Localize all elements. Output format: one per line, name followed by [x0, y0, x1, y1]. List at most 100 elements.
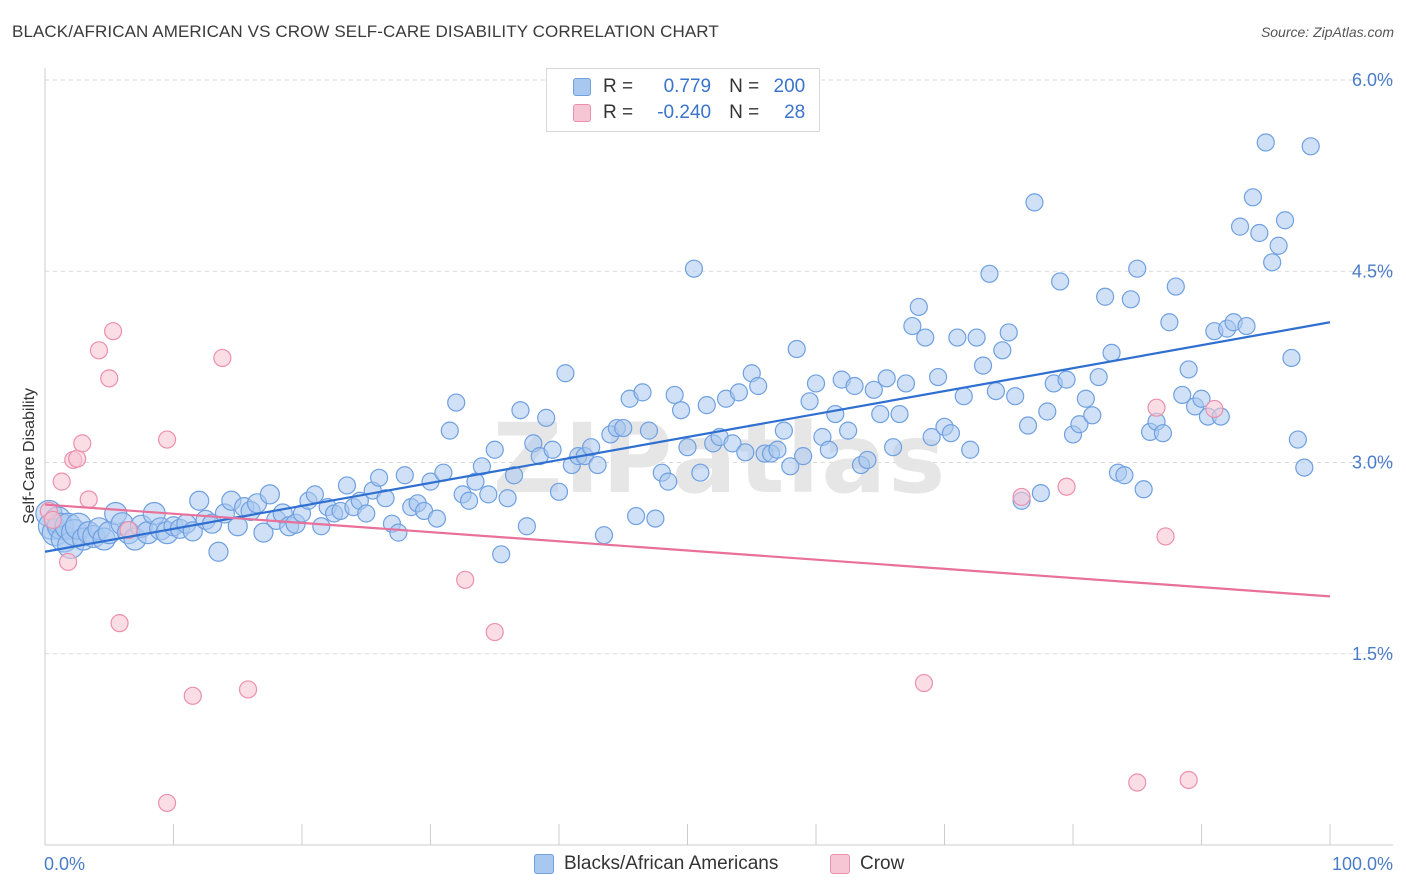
point-crow — [157, 793, 177, 813]
legend-row-blacks: R = 0.779 N = 200 — [573, 75, 805, 99]
point-blacks — [459, 491, 479, 510]
legend-r-value: 0.779 — [663, 76, 712, 97]
point-blacks — [961, 440, 980, 459]
point-blacks — [800, 392, 819, 411]
point-blacks — [1166, 277, 1185, 296]
point-blacks — [697, 396, 716, 415]
legend-n-label: N = — [729, 76, 760, 97]
point-blacks — [1115, 466, 1134, 485]
source-note: Source: ZipAtlas.com — [1260, 24, 1394, 40]
point-blacks — [492, 545, 511, 564]
y-tick-label: 3.0% — [1352, 453, 1393, 473]
trend-lines — [44, 321, 1331, 598]
point-blacks — [665, 385, 684, 405]
point-blacks — [671, 401, 691, 420]
point-crow — [1147, 398, 1166, 417]
point-crow — [110, 614, 129, 633]
x-tick-label: 0.0% — [44, 854, 85, 874]
point-blacks — [973, 356, 993, 375]
point-blacks — [1282, 348, 1301, 368]
point-blacks — [253, 522, 274, 543]
point-blacks — [1275, 211, 1295, 230]
point-blacks — [1102, 343, 1121, 362]
point-blacks — [794, 447, 813, 466]
chart-title: BLACK/AFRICAN AMERICAN VS CROW SELF-CARE… — [12, 22, 719, 41]
point-blacks — [376, 489, 395, 508]
point-blacks — [594, 526, 614, 545]
point-blacks — [511, 401, 530, 420]
point-blacks — [890, 404, 909, 424]
point-crow — [104, 322, 123, 341]
point-crow — [89, 341, 109, 360]
point-blacks — [1051, 272, 1070, 291]
legend-n-value: 28 — [784, 102, 806, 123]
series-crow-points — [39, 322, 1224, 813]
point-blacks — [1153, 424, 1173, 443]
point-blacks — [1237, 316, 1256, 336]
point-blacks — [845, 376, 864, 396]
legend-r-label: R = — [603, 76, 634, 97]
point-crow — [157, 430, 177, 449]
point-blacks — [427, 509, 447, 528]
point-blacks — [787, 339, 806, 359]
point-blacks — [614, 418, 633, 438]
point-blacks — [916, 328, 935, 347]
bottom-legend-swatch-blacks — [534, 854, 554, 874]
point-blacks — [903, 316, 922, 336]
point-crow — [119, 520, 138, 540]
point-blacks — [1006, 387, 1025, 406]
point-crow — [100, 369, 119, 388]
legend-box: R = 0.779 N = 200 R = -0.240 N = 28 — [546, 68, 820, 132]
point-blacks — [909, 297, 928, 317]
point-blacks — [626, 506, 646, 526]
point-blacks — [1018, 416, 1038, 435]
point-blacks — [941, 424, 961, 443]
point-blacks — [466, 472, 485, 491]
point-blacks — [208, 541, 229, 562]
point-blacks — [504, 466, 524, 485]
point-crow — [59, 552, 78, 572]
point-blacks — [646, 509, 665, 528]
point-blacks — [986, 382, 1006, 401]
point-blacks — [312, 517, 331, 536]
point-crow — [1205, 399, 1224, 419]
point-blacks — [858, 450, 877, 470]
point-blacks — [357, 504, 376, 523]
bottom-legend-swatch-crow — [830, 854, 850, 874]
point-blacks — [1230, 217, 1250, 236]
point-blacks — [1070, 415, 1089, 434]
point-crow — [914, 673, 934, 693]
point-blacks — [999, 323, 1018, 342]
point-blacks — [189, 490, 210, 511]
tick-labels: 1.5% 3.0% 4.5% 6.0% 0.0% 100.0% — [44, 70, 1393, 874]
grid-lines — [45, 79, 1393, 655]
point-blacks — [877, 369, 896, 388]
point-blacks — [479, 485, 498, 504]
point-crow — [485, 622, 504, 642]
legend-n-label: N = — [729, 102, 760, 123]
point-blacks — [588, 455, 607, 475]
bottom-legend-blacks: Blacks/African Americans — [534, 852, 778, 876]
point-blacks — [967, 328, 986, 347]
point-blacks — [582, 438, 601, 457]
point-blacks — [871, 404, 890, 424]
y-tick-label: 4.5% — [1352, 261, 1393, 281]
point-blacks — [1269, 236, 1288, 255]
point-blacks — [1121, 290, 1140, 309]
point-blacks — [633, 383, 652, 402]
point-blacks — [954, 387, 973, 406]
point-blacks — [1243, 188, 1263, 207]
legend-r-value: -0.240 — [657, 102, 712, 123]
point-blacks — [1250, 223, 1269, 243]
point-blacks — [678, 438, 697, 457]
point-blacks — [370, 468, 389, 487]
x-tick-label: 100.0% — [1332, 854, 1393, 874]
point-blacks — [1096, 287, 1115, 306]
point-crow — [238, 680, 258, 699]
point-blacks — [1134, 480, 1153, 499]
point-blacks — [395, 466, 414, 485]
point-blacks — [1031, 484, 1050, 503]
trend-line-crow — [44, 503, 1331, 598]
bottom-legend-label-blacks: Blacks/African Americans — [564, 853, 779, 874]
point-blacks — [549, 482, 569, 501]
